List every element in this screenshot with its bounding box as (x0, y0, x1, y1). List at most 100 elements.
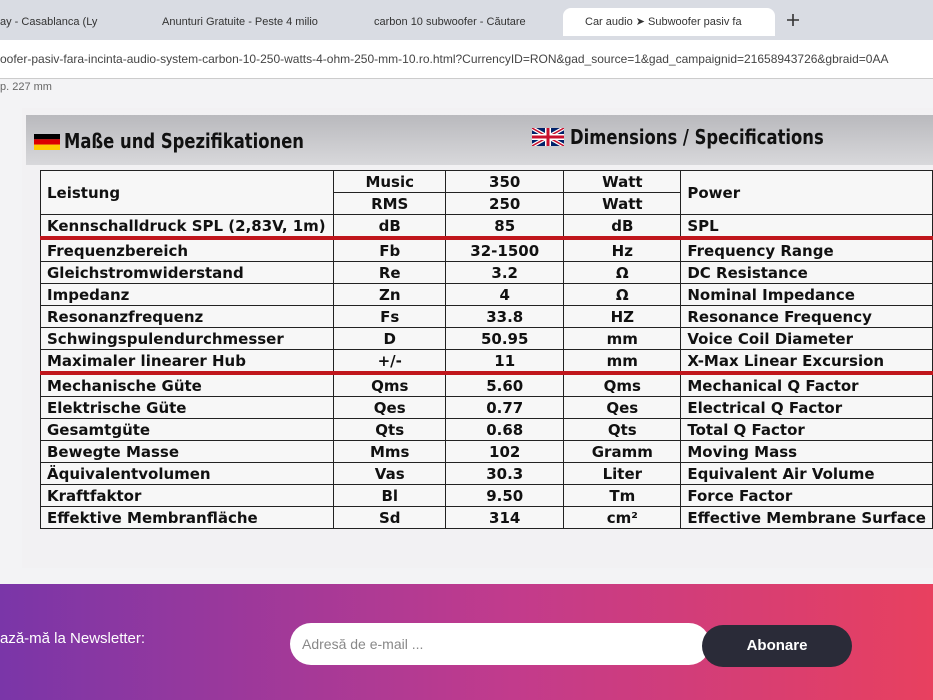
cell: Qts (563, 418, 682, 441)
cell: 0.77 (445, 396, 565, 419)
cell: Total Q Factor (680, 418, 933, 441)
cell: cm² (563, 506, 682, 529)
cell: Resonanzfrequenz (39, 305, 335, 328)
cell: 33.8 (445, 305, 565, 328)
cell: dB (333, 214, 447, 239)
cell: Voice Coil Diameter (680, 327, 933, 350)
cell: Effective Membrane Surface (680, 506, 933, 529)
title-en: Dimensions / Specifications (570, 125, 824, 149)
cell: Vas (333, 462, 447, 485)
cell: Music (333, 170, 447, 193)
subscribe-button[interactable]: Abonare (702, 625, 852, 667)
cell: RMS (333, 192, 447, 215)
cell: Ω (563, 261, 682, 284)
cell: 9.50 (445, 484, 565, 507)
cell: Tm (563, 484, 682, 507)
spec-row: Impedanz Zn 4 Ω Nominal Impedance (39, 283, 933, 306)
cell: Gesamtgüte (39, 418, 335, 441)
cell: 0.68 (445, 418, 565, 441)
cell: Kennschalldruck SPL (2,83V, 1m) (39, 214, 335, 239)
spec-row: Elektrische Güte Qes 0.77 Qes Electrical Q F… (39, 396, 933, 419)
cell: Force Factor (680, 484, 933, 507)
cell: Ω (563, 283, 682, 306)
cell: Impedanz (39, 283, 335, 306)
cell: Mechanical Q Factor (680, 371, 933, 397)
cell: 50.95 (445, 327, 565, 350)
cell: 3.2 (445, 261, 565, 284)
cell: SPL (680, 214, 933, 239)
cell: Sd (333, 506, 447, 529)
tab-bar: ay - Casablanca (Ly Anunturi Gratuite - … (0, 0, 933, 40)
cell: Electrical Q Factor (680, 396, 933, 419)
cell: Bewegte Masse (39, 440, 335, 463)
cell: Zn (333, 283, 447, 306)
cell: 32-1500 (445, 236, 565, 262)
cell: Resonance Frequency (680, 305, 933, 328)
cell: Nominal Impedance (680, 283, 933, 306)
cell: X-Max Linear Excursion (680, 349, 933, 374)
spec-row: Resonanzfrequenz Fs 33.8 HZ Resonance Freque… (39, 305, 933, 328)
cut-text: p. 227 mm (0, 81, 52, 93)
cell-en: Power (680, 170, 933, 215)
new-tab[interactable] (785, 12, 801, 28)
cell: mm (563, 349, 682, 374)
cell: Watt (563, 170, 682, 193)
cell: Qes (563, 396, 682, 419)
cell: Gleichstromwiderstand (39, 261, 335, 284)
spec-row: Äquivalentvolumen Vas 30.3 Liter Equivalent … (39, 462, 933, 485)
cell: Qts (333, 418, 447, 441)
cell: Mms (333, 440, 447, 463)
cell: Liter (563, 462, 682, 485)
cell: 350 (445, 170, 565, 193)
cell: 314 (445, 506, 565, 529)
spec-row: RMS 250 Watt (41, 192, 933, 215)
cell: mm (563, 327, 682, 350)
spec-row: Maximaler linearer Hub +/- 11 mm X-Max Linea… (39, 349, 933, 374)
cell: Effektive Membranfläche (39, 506, 335, 529)
tab[interactable]: ay - Casablanca (Ly (0, 16, 98, 28)
flag-uk (532, 128, 564, 146)
cell: Qes (333, 396, 447, 419)
cell: 4 (445, 283, 565, 306)
cell: 85 (445, 214, 565, 239)
tab[interactable]: Anunturi Gratuite - Peste 4 milio (162, 16, 318, 28)
cell: Qms (563, 371, 682, 397)
cell: Kraftfaktor (39, 484, 335, 507)
cell: Fb (333, 236, 447, 262)
spec-row: Frequenzbereich Fb 32-1500 Hz Frequency Rang… (39, 236, 933, 262)
tab[interactable]: Car audio ➤ Subwoofer pasiv fa (563, 8, 775, 36)
cell: 250 (445, 192, 565, 215)
cell: Mechanische Güte (39, 371, 335, 397)
spec-row: Kraftfaktor Bl 9.50 Tm Force Factor (39, 484, 933, 507)
spec-row: Schwingspulendurchmesser D 50.95 mm Voice Co… (39, 327, 933, 350)
cell: Watt (563, 192, 682, 215)
cell: Qms (333, 371, 447, 397)
cell: Elektrische Güte (39, 396, 335, 419)
cell: Schwingspulendurchmesser (39, 327, 335, 350)
spec-row: Effektive Membranfläche Sd 314 cm² Effective… (39, 506, 933, 529)
spec-row: Kennschalldruck SPL (2,83V, 1m) dB 85 dB SPL (39, 214, 933, 239)
cell: Fs (333, 305, 447, 328)
spec-row: Gleichstromwiderstand Re 3.2 Ω DC Resistance (39, 261, 933, 284)
cell: Frequency Range (680, 236, 933, 262)
newsletter-label: ază-mă la Newsletter: (0, 630, 146, 647)
cell: 30.3 (445, 462, 565, 485)
cell: Äquivalentvolumen (39, 462, 335, 485)
spec-row: Bewegte Masse Mms 102 Gramm Moving Mass (39, 440, 933, 463)
cell: Gramm (563, 440, 682, 463)
spec-row: Mechanische Güte Qms 5.60 Qms Mechanical Q F… (39, 371, 933, 397)
tab[interactable]: carbon 10 subwoofer - Căutare (374, 16, 526, 28)
cell: DC Resistance (680, 261, 933, 284)
title-de: Maße und Spezifikationen (64, 129, 304, 153)
cell-de: Leistung (39, 170, 335, 215)
cell: Re (333, 261, 447, 284)
cell: Maximaler linearer Hub (39, 349, 335, 374)
cell: 11 (445, 349, 565, 374)
address-bar[interactable]: oofer-pasiv-fara-incinta-audio-system-ca… (0, 40, 933, 79)
cell: +/- (333, 349, 447, 374)
email-input[interactable]: Adresă de e-mail ... (290, 623, 710, 665)
spec-header: Maße und Spezifikationen Dimensions / Sp… (26, 115, 933, 165)
cell: Moving Mass (680, 440, 933, 463)
cell: HZ (563, 305, 682, 328)
